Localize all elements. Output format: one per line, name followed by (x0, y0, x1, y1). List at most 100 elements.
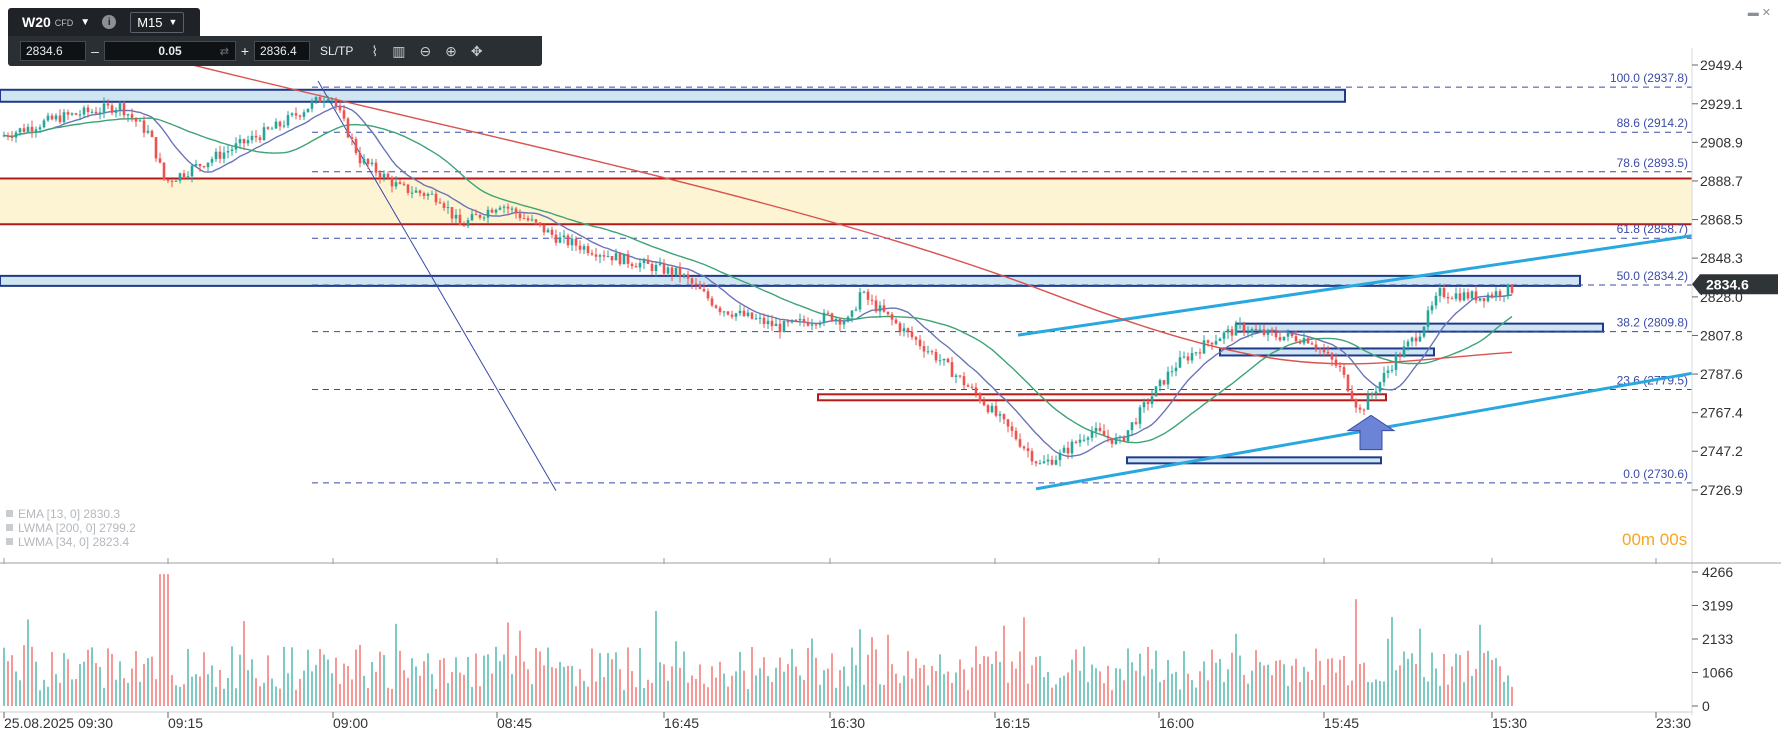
candle-body (370, 162, 374, 165)
candle-body (1022, 446, 1026, 449)
candle-body (1502, 295, 1506, 297)
candle-body (514, 208, 518, 214)
candle-body (1218, 338, 1222, 342)
candle-body (842, 321, 846, 325)
candle-body (14, 132, 18, 138)
ask-price[interactable]: 2836.4 (254, 41, 310, 61)
candle-body (982, 401, 986, 406)
volume-tick-label: 4266 (1702, 564, 1733, 580)
window-controls[interactable]: ▬ ✕ (1747, 7, 1771, 19)
candle-body (54, 115, 58, 120)
candle-body (526, 218, 530, 221)
price-tick-label: 2868.5 (1700, 212, 1743, 228)
candle-body (738, 310, 742, 314)
candle-body (606, 256, 610, 258)
candlestick-icon[interactable]: ▥ (392, 42, 406, 59)
candle-body (578, 245, 582, 250)
candle-body (822, 312, 826, 323)
candle-body (918, 339, 922, 347)
candle-body (1254, 329, 1258, 331)
candle-body (1278, 337, 1282, 341)
candle-body (742, 310, 746, 316)
candle-body (858, 292, 862, 310)
candle-body (138, 120, 142, 122)
time-tick-label: 09:15 (168, 715, 203, 731)
candle-body (746, 312, 750, 316)
candle-body (950, 362, 954, 377)
candle-body (598, 255, 602, 257)
plus-button[interactable]: + (240, 43, 250, 59)
candle-body (458, 214, 462, 226)
candle-body (1234, 323, 1238, 336)
symbol-name[interactable]: W20 (22, 14, 51, 30)
countdown-label: 00m 00s (1622, 530, 1687, 549)
candle-body (882, 305, 886, 312)
candle-body (1062, 447, 1066, 453)
candle-body (270, 128, 274, 130)
candle-body (334, 98, 338, 106)
candle-body (1422, 326, 1426, 337)
candle-body (58, 115, 62, 123)
candle-body (358, 153, 362, 164)
candle-body (1242, 323, 1246, 333)
info-icon[interactable]: i (102, 15, 117, 29)
candle-body (838, 318, 842, 325)
candle-body (502, 206, 506, 208)
candles-layer (2, 94, 1514, 467)
candle-body (226, 150, 230, 153)
candle-body (194, 164, 198, 166)
current-price-label: 2834.6 (1706, 276, 1749, 292)
candle-body (218, 151, 222, 159)
candle-body (590, 253, 594, 255)
candle-body (362, 158, 366, 164)
line-chart-icon[interactable]: ⌇ (371, 42, 379, 59)
candle-body (1354, 399, 1358, 408)
candle-body (94, 111, 98, 114)
timeframe-select[interactable]: M15 ▼ (130, 11, 185, 33)
candle-body (222, 152, 226, 159)
candle-body (1210, 342, 1214, 345)
volume-tick-label: 0 (1702, 698, 1710, 714)
swap-icon: ⇄ (219, 45, 229, 58)
candle-body (390, 178, 394, 187)
candle-body (954, 375, 958, 377)
candle-body (574, 238, 578, 246)
lwma-200-line (149, 53, 1513, 365)
bid-price[interactable]: 2834.6 (20, 41, 86, 61)
candle-body (290, 113, 294, 116)
candle-body (1174, 367, 1178, 372)
price-tick-label: 2848.3 (1700, 250, 1743, 266)
candle-body (326, 99, 330, 101)
candle-body (1250, 329, 1254, 333)
candle-body (262, 127, 266, 140)
candle-body (302, 112, 306, 117)
candle-body (150, 130, 154, 138)
candle-body (910, 331, 914, 338)
zoom-in-icon[interactable]: ⊕ (445, 42, 457, 59)
sl-tp-button[interactable]: SL/TP (320, 44, 354, 58)
move-icon[interactable]: ✥ (470, 42, 483, 59)
candle-body (1426, 310, 1430, 327)
candle-body (1386, 370, 1390, 373)
candle-body (1230, 329, 1234, 336)
volume-input[interactable]: 0.05 ⇄ (104, 41, 236, 61)
channel-upper-line (1017, 234, 1693, 337)
candle-body (1506, 284, 1510, 296)
candle-body (230, 149, 234, 151)
candle-body (1046, 459, 1050, 462)
minus-button[interactable]: – (91, 43, 99, 59)
candle-body (122, 103, 126, 116)
volume-tick-label: 1066 (1702, 665, 1733, 681)
price-tick-label: 2908.9 (1700, 134, 1743, 150)
candle-body (1414, 337, 1418, 342)
time-tick-label: 16:30 (830, 715, 865, 731)
zoom-out-icon[interactable]: ⊖ (419, 42, 432, 59)
candle-body (166, 179, 170, 181)
candle-body (26, 126, 30, 132)
candle-body (962, 376, 966, 386)
chevron-down-icon[interactable]: ▼ (80, 16, 91, 28)
candle-body (322, 100, 326, 103)
candle-body (10, 136, 14, 138)
price-tick-label: 2787.6 (1700, 366, 1743, 382)
